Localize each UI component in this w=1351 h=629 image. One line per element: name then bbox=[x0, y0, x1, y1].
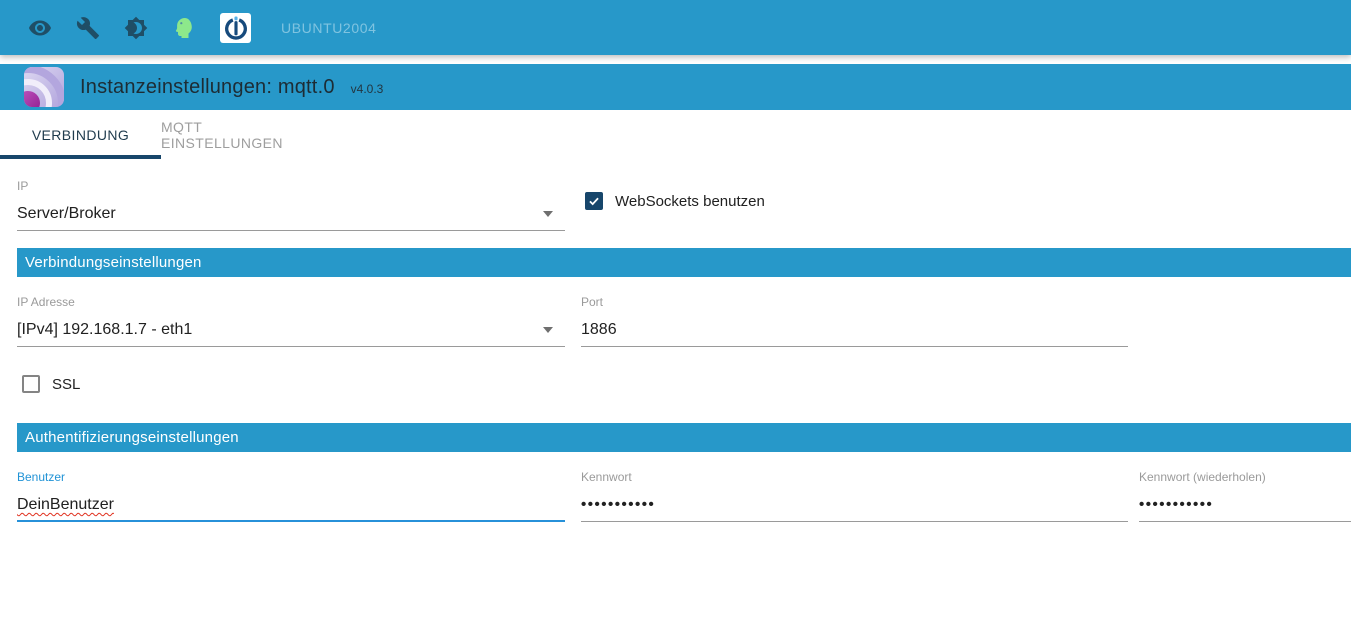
app-bar: UBUNTU2004 bbox=[0, 0, 1351, 55]
tab-verbindung[interactable]: VERBINDUNG bbox=[31, 126, 130, 143]
user-label: Benutzer bbox=[17, 470, 66, 484]
active-tab-indicator bbox=[0, 155, 161, 159]
password-input[interactable]: ••••••••••• bbox=[581, 494, 1128, 522]
websockets-checkbox-group[interactable]: WebSockets benutzen bbox=[585, 192, 765, 210]
head-icon[interactable] bbox=[172, 16, 196, 40]
ip-type-field: IP Server/Broker bbox=[17, 179, 565, 231]
section-header-connection: Verbindungseinstellungen bbox=[17, 248, 1351, 277]
page-title: Instanzeinstellungen: mqtt.0 bbox=[80, 75, 335, 98]
instance-header: Instanzeinstellungen: mqtt.0 v4.0.3 bbox=[0, 64, 1351, 110]
mqtt-adapter-icon bbox=[24, 67, 64, 107]
row-auth: Benutzer DeinBenutzer Kennwort •••••••••… bbox=[17, 470, 1351, 522]
user-value: DeinBenutzer bbox=[17, 496, 114, 513]
websockets-label: WebSockets benutzen bbox=[615, 192, 765, 210]
eye-icon[interactable] bbox=[28, 16, 52, 40]
section-header-auth: Authentifizierungseinstellungen bbox=[17, 423, 1351, 452]
row-ip-port: IP Adresse [IPv4] 192.168.1.7 - eth1 Por… bbox=[17, 295, 1351, 347]
row-ip-type: IP Server/Broker WebSockets benutzen bbox=[17, 179, 1351, 231]
user-input[interactable]: DeinBenutzer bbox=[17, 494, 565, 522]
ip-address-field: IP Adresse [IPv4] 192.168.1.7 - eth1 bbox=[17, 295, 565, 347]
tab-mqtt-einstellungen[interactable]: MQTT EINSTELLUNGEN bbox=[161, 118, 283, 151]
port-input[interactable]: 1886 bbox=[581, 319, 1128, 347]
settings-form: IP Server/Broker WebSockets benutzen Ver… bbox=[0, 159, 1351, 522]
ssl-checkbox-group[interactable]: SSL bbox=[17, 375, 1351, 393]
password-repeat-label: Kennwort (wiederholen) bbox=[1139, 470, 1266, 484]
chevron-down-icon bbox=[543, 211, 553, 217]
hostname-label: UBUNTU2004 bbox=[281, 19, 377, 36]
ssl-checkbox[interactable] bbox=[22, 375, 40, 393]
chevron-down-icon bbox=[543, 327, 553, 333]
password-field: Kennwort ••••••••••• bbox=[581, 470, 1128, 522]
wrench-icon[interactable] bbox=[76, 16, 100, 40]
ssl-label: SSL bbox=[52, 375, 81, 393]
ip-address-select[interactable]: [IPv4] 192.168.1.7 - eth1 bbox=[17, 319, 565, 347]
password-repeat-field: Kennwort (wiederholen) ••••••••••• bbox=[1139, 470, 1351, 522]
port-label: Port bbox=[581, 295, 604, 309]
iobroker-logo bbox=[220, 12, 251, 43]
ip-type-value: Server/Broker bbox=[17, 205, 116, 222]
websockets-checkbox[interactable] bbox=[585, 192, 603, 210]
ip-type-label: IP bbox=[17, 179, 29, 193]
port-field: Port 1886 bbox=[581, 295, 1128, 347]
ip-address-value: [IPv4] 192.168.1.7 - eth1 bbox=[17, 321, 193, 338]
password-label: Kennwort bbox=[581, 470, 632, 484]
password-repeat-input[interactable]: ••••••••••• bbox=[1139, 494, 1351, 522]
user-field: Benutzer DeinBenutzer bbox=[17, 470, 565, 522]
tab-bar: VERBINDUNG MQTT EINSTELLUNGEN bbox=[0, 110, 1351, 159]
ip-address-label: IP Adresse bbox=[17, 295, 75, 309]
brightness-icon[interactable] bbox=[124, 16, 148, 40]
adapter-version: v4.0.3 bbox=[350, 81, 384, 96]
ip-type-select[interactable]: Server/Broker bbox=[17, 203, 565, 231]
